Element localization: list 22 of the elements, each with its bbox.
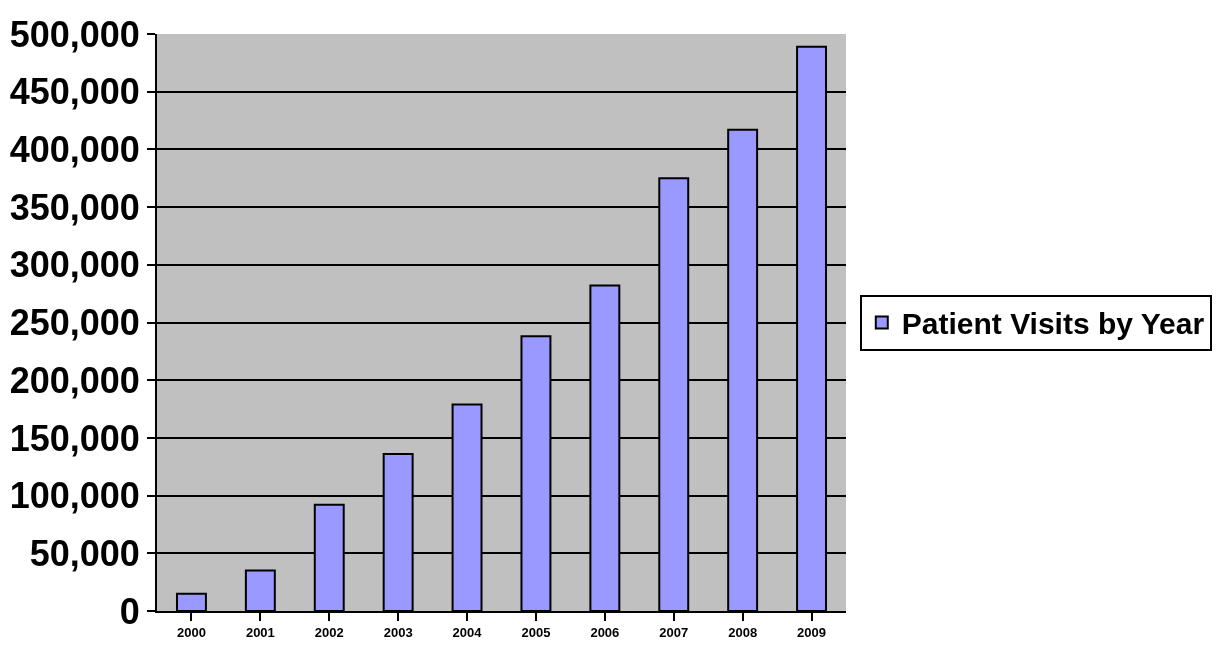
- x-tick-label: 2000: [176, 624, 206, 640]
- x-tick-label: 2007: [659, 624, 689, 640]
- y-tick-label: 200,000: [9, 359, 140, 401]
- y-tick-label: 400,000: [9, 129, 140, 170]
- y-tick-label: 350,000: [9, 186, 140, 228]
- y-tick-label: 450,000: [9, 71, 140, 113]
- y-tick-label: 250,000: [9, 302, 140, 344]
- y-tick-label: 300,000: [9, 244, 140, 286]
- x-tick-label: 2005: [521, 624, 551, 640]
- x-tick-label: 2002: [314, 624, 344, 640]
- y-tick-label: 50,000: [29, 532, 140, 574]
- y-tick-label: 150,000: [9, 417, 140, 459]
- x-tick-label: 2006: [590, 624, 620, 640]
- y-tick-label: 500,000: [9, 13, 140, 55]
- x-tick-label: 2009: [797, 624, 827, 640]
- x-tick-label: 2004: [452, 624, 483, 640]
- x-tick-label: 2001: [245, 624, 275, 640]
- x-tick-label: 2008: [728, 624, 758, 640]
- y-tick-label: 100,000: [9, 475, 140, 517]
- x-tick-label: 2003: [383, 624, 413, 640]
- y-tick-label: 0: [119, 590, 140, 632]
- legend-label: Patient Visits by Year: [901, 307, 1205, 341]
